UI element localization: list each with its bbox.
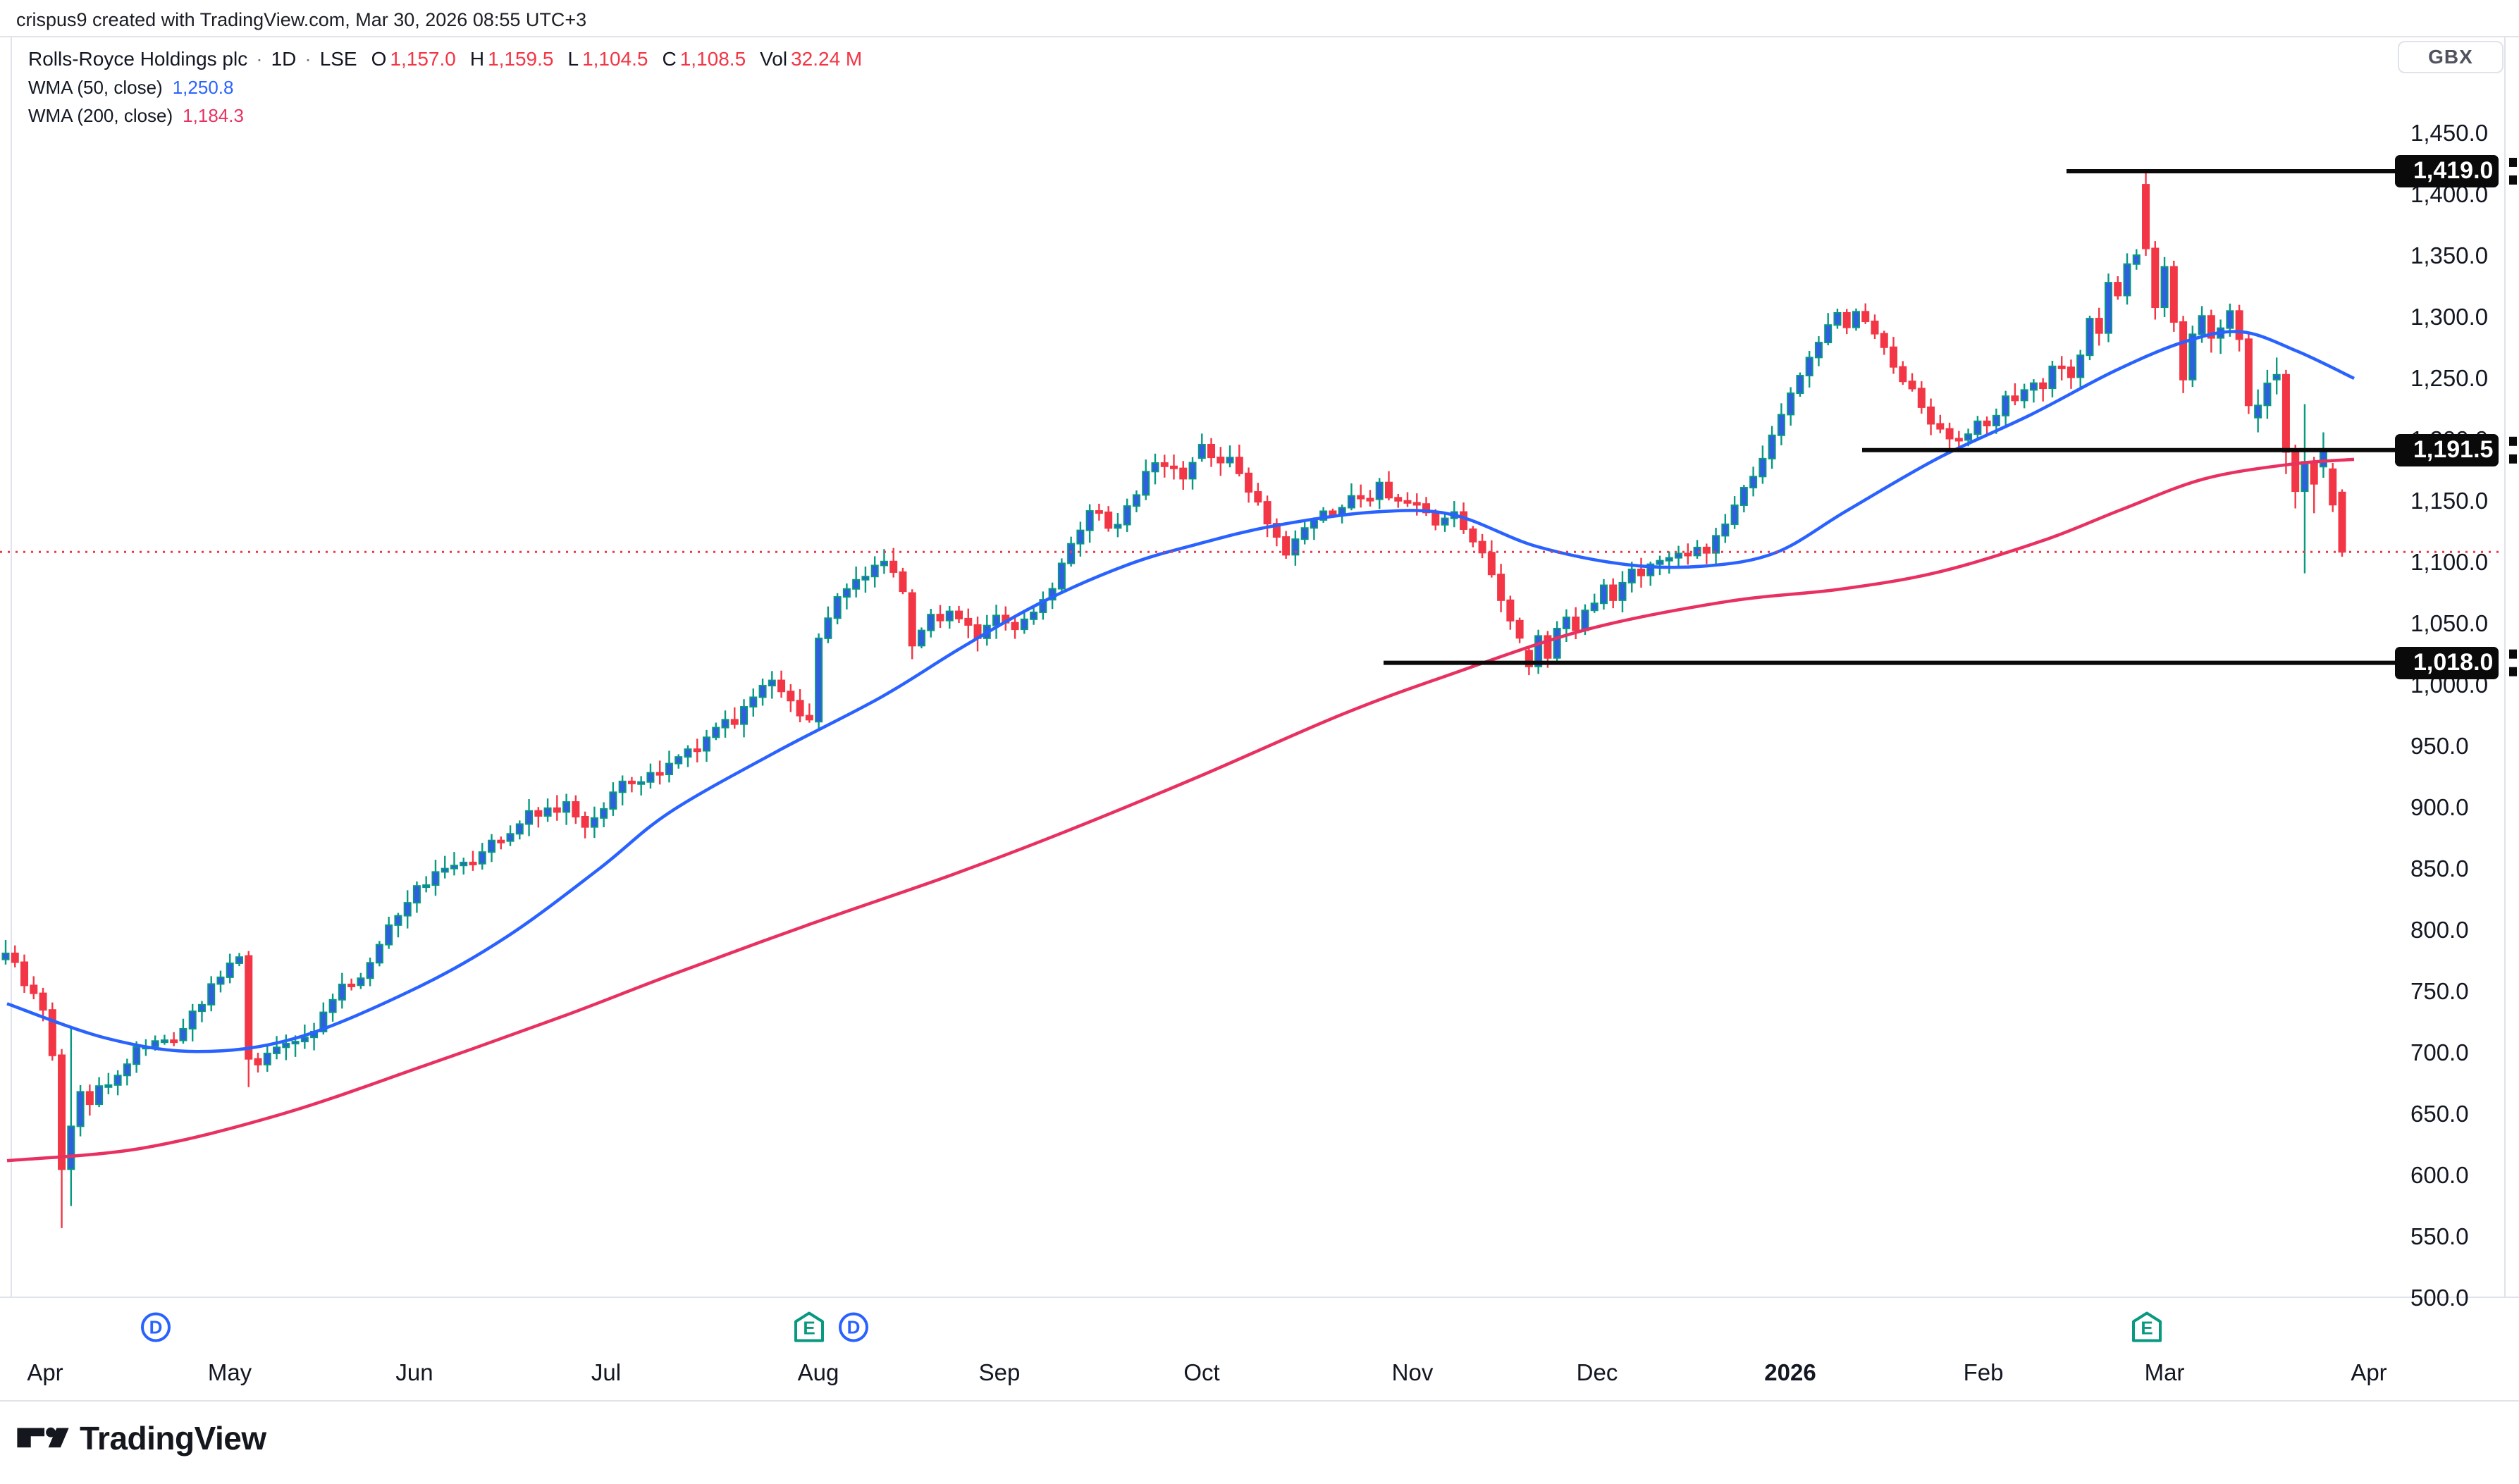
ohlc-low: L 1,104.5 — [567, 48, 648, 70]
level-edge-tick — [2509, 649, 2517, 659]
ohlc-close: C 1,108.5 — [662, 48, 746, 70]
dividend-marker-icon[interactable]: D — [837, 1311, 870, 1348]
earnings-marker-icon[interactable]: E — [2130, 1311, 2164, 1348]
interval-label[interactable]: 1D — [271, 48, 297, 70]
separator-dot: · — [256, 48, 263, 70]
candle-series — [1, 171, 2346, 1228]
svg-text:D: D — [847, 1317, 861, 1338]
symbol-name[interactable]: Rolls-Royce Holdings plc — [28, 48, 248, 70]
tradingview-logo-icon — [17, 1427, 69, 1448]
wma200-legend-row[interactable]: WMA (200, close) 1,184.3 — [28, 105, 862, 127]
ohlc-high: H 1,159.5 — [469, 48, 554, 70]
level-edge-tick — [2509, 175, 2517, 185]
wma50-label: WMA (50, close) — [28, 77, 163, 98]
wma-200-line — [6, 457, 2355, 1163]
footer: TradingView — [16, 1419, 266, 1457]
currency-unit-button[interactable]: GBX — [2398, 41, 2503, 73]
legend: Rolls-Royce Holdings plc · 1D · LSE O 1,1… — [28, 48, 862, 127]
tradingview-wordmark[interactable]: TradingView — [80, 1420, 266, 1457]
level-edge-tick — [2509, 436, 2517, 446]
wma200-value: 1,184.3 — [183, 105, 244, 126]
exchange-label: LSE — [319, 48, 357, 70]
level-edge-tick — [2509, 157, 2517, 167]
level-edge-tick — [2509, 454, 2517, 464]
svg-text:E: E — [2141, 1318, 2152, 1339]
svg-text:E: E — [803, 1318, 815, 1339]
wma-50-line — [6, 330, 2355, 1053]
volume: Vol 32.24 M — [760, 48, 863, 70]
wma50-value: 1,250.8 — [172, 77, 234, 98]
separator-dot: · — [304, 48, 312, 70]
dividend-marker-icon[interactable]: D — [139, 1311, 173, 1348]
ohlc-open: O 1,157.0 — [371, 48, 456, 70]
svg-text:D: D — [149, 1317, 163, 1338]
attribution-text: crispus9 created with TradingView.com, M… — [16, 9, 587, 30]
earnings-marker-icon[interactable]: E — [792, 1311, 826, 1348]
symbol-legend-row: Rolls-Royce Holdings plc · 1D · LSE O 1,1… — [28, 48, 862, 70]
level-edge-tick — [2509, 667, 2517, 676]
wma200-label: WMA (200, close) — [28, 105, 173, 126]
wma50-legend-row[interactable]: WMA (50, close) 1,250.8 — [28, 77, 862, 99]
